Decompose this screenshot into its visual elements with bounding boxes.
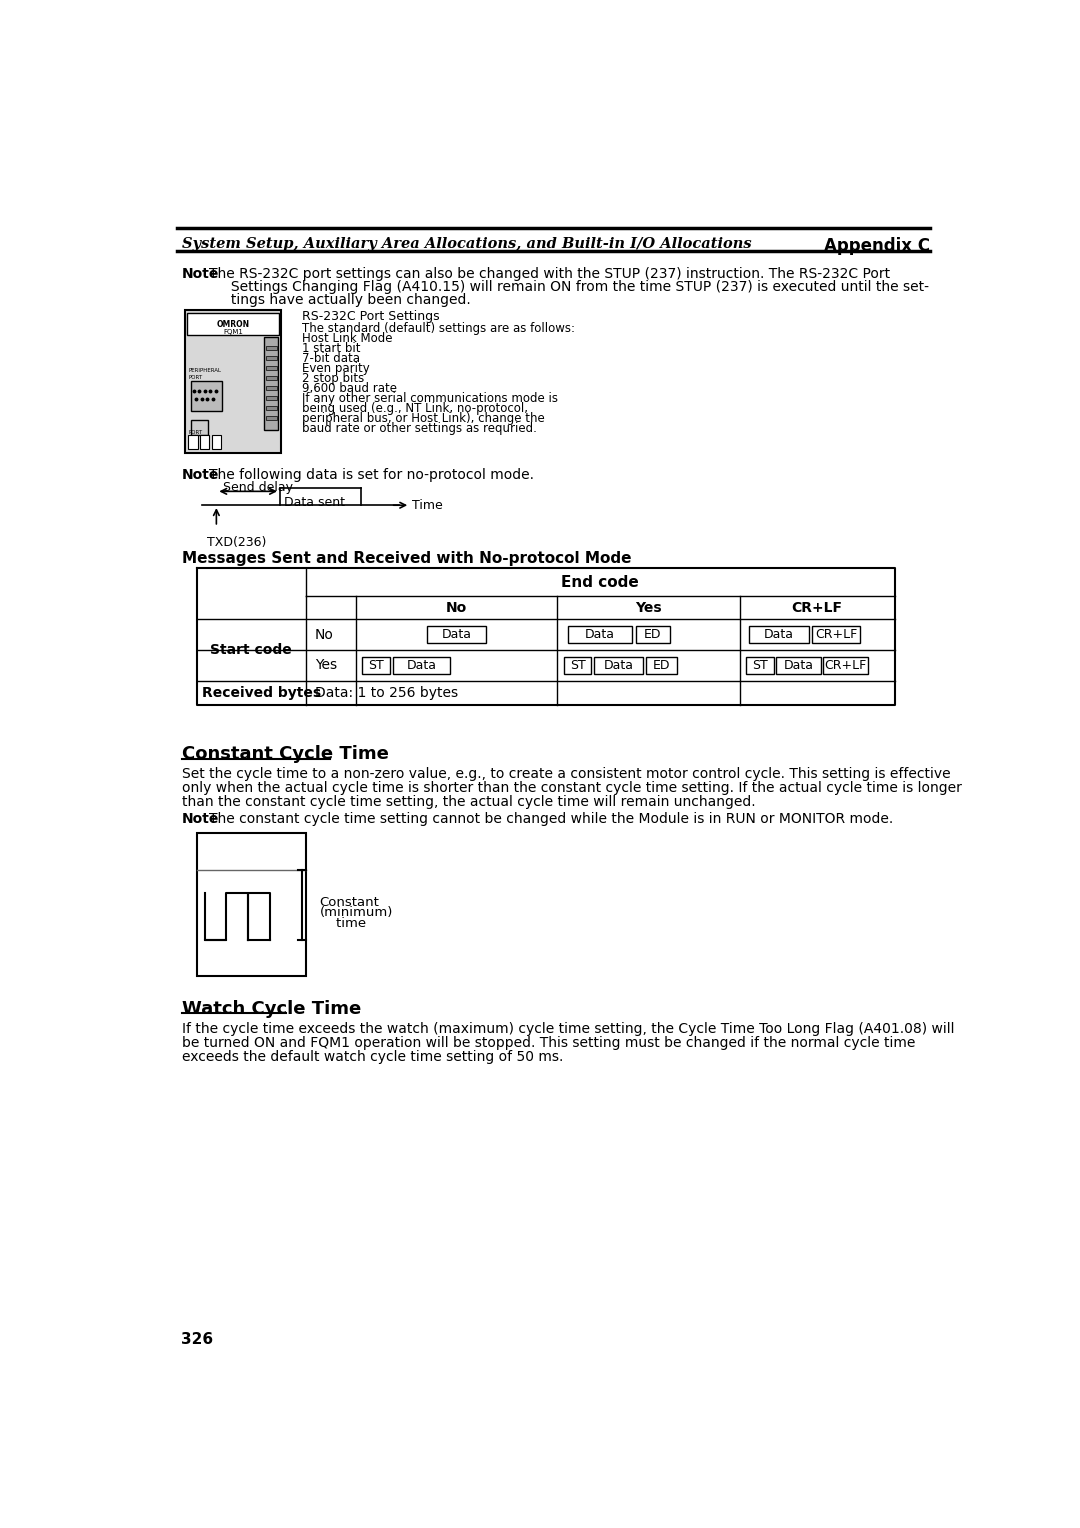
Bar bbox=[362, 657, 390, 674]
Text: If any other serial communications mode is: If any other serial communications mode … bbox=[301, 393, 557, 405]
Text: Received bytes: Received bytes bbox=[202, 686, 321, 700]
Text: Start code: Start code bbox=[211, 643, 292, 657]
Bar bbox=[428, 626, 486, 643]
Text: End code: End code bbox=[562, 575, 639, 590]
Text: Data: Data bbox=[764, 628, 794, 642]
Text: time: time bbox=[320, 917, 366, 931]
Text: Data: Data bbox=[585, 628, 615, 642]
Text: PORT: PORT bbox=[189, 374, 203, 380]
Bar bbox=[812, 626, 861, 643]
Bar bbox=[393, 657, 450, 674]
Text: TXD(236): TXD(236) bbox=[207, 536, 267, 549]
Text: Yes: Yes bbox=[314, 659, 337, 672]
Text: being used (e.g., NT Link, no-protocol,: being used (e.g., NT Link, no-protocol, bbox=[301, 402, 528, 416]
Text: Constant Cycle Time: Constant Cycle Time bbox=[181, 746, 389, 764]
Bar bbox=[265, 338, 279, 429]
Bar bbox=[594, 657, 644, 674]
Text: 9,600 baud rate: 9,600 baud rate bbox=[301, 382, 396, 396]
Bar bbox=[266, 406, 276, 410]
Bar bbox=[266, 396, 276, 400]
Text: baud rate or other settings as requried.: baud rate or other settings as requried. bbox=[301, 422, 537, 435]
Text: Note: Note bbox=[181, 468, 219, 483]
Text: Time: Time bbox=[413, 498, 443, 512]
Bar bbox=[748, 626, 809, 643]
Text: No: No bbox=[314, 628, 334, 642]
Text: ED: ED bbox=[652, 659, 670, 672]
Text: Note: Note bbox=[181, 266, 219, 281]
Bar bbox=[646, 657, 677, 674]
Text: No: No bbox=[446, 601, 468, 614]
Text: PORT: PORT bbox=[189, 429, 203, 435]
Bar bbox=[191, 420, 207, 435]
Text: ST: ST bbox=[752, 659, 768, 672]
Bar bbox=[189, 435, 198, 449]
Text: Data sent: Data sent bbox=[284, 497, 345, 509]
Text: FQM1: FQM1 bbox=[224, 329, 243, 335]
Text: 326: 326 bbox=[181, 1332, 214, 1348]
Text: Messages Sent and Received with No-protocol Mode: Messages Sent and Received with No-proto… bbox=[181, 552, 631, 567]
Text: RS-232C Port Settings: RS-232C Port Settings bbox=[301, 310, 440, 324]
Text: CR+LF: CR+LF bbox=[792, 601, 842, 614]
Text: than the constant cycle time setting, the actual cycle time will remain unchange: than the constant cycle time setting, th… bbox=[181, 795, 755, 808]
Bar bbox=[266, 376, 276, 380]
Bar bbox=[823, 657, 868, 674]
Text: 2 stop bits: 2 stop bits bbox=[301, 371, 364, 385]
Text: If the cycle time exceeds the watch (maximum) cycle time setting, the Cycle Time: If the cycle time exceeds the watch (max… bbox=[181, 1022, 954, 1036]
Text: Host Link Mode: Host Link Mode bbox=[301, 332, 392, 345]
Text: The following data is set for no-protocol mode.: The following data is set for no-protoco… bbox=[208, 468, 534, 483]
Text: ED: ED bbox=[644, 628, 661, 642]
Text: PERIPHERAL: PERIPHERAL bbox=[189, 368, 221, 373]
Text: Yes: Yes bbox=[635, 601, 662, 614]
Text: Note: Note bbox=[181, 811, 219, 825]
Text: 7-bit data: 7-bit data bbox=[301, 351, 360, 365]
Bar bbox=[266, 416, 276, 420]
Text: CR+LF: CR+LF bbox=[815, 628, 858, 642]
Text: Data: Data bbox=[604, 659, 634, 672]
Bar bbox=[266, 365, 276, 370]
Text: tings have actually been changed.: tings have actually been changed. bbox=[208, 293, 471, 307]
Bar bbox=[775, 657, 821, 674]
Text: Data: Data bbox=[442, 628, 472, 642]
Text: ST: ST bbox=[368, 659, 383, 672]
Bar bbox=[212, 435, 221, 449]
Text: Watch Cycle Time: Watch Cycle Time bbox=[181, 1001, 361, 1018]
Bar bbox=[568, 626, 632, 643]
Text: CR+LF: CR+LF bbox=[824, 659, 867, 672]
Bar bbox=[266, 356, 276, 359]
Bar bbox=[185, 310, 282, 452]
Text: Data: Data bbox=[407, 659, 436, 672]
Text: be turned ON and FQM1 operation will be stopped. This setting must be changed if: be turned ON and FQM1 operation will be … bbox=[181, 1036, 915, 1050]
Text: Data: Data bbox=[783, 659, 813, 672]
Bar bbox=[745, 657, 773, 674]
Text: 1 start bit: 1 start bit bbox=[301, 342, 360, 354]
Text: Send delay: Send delay bbox=[222, 481, 293, 494]
Bar bbox=[197, 833, 306, 976]
Text: The standard (default) settings are as follows:: The standard (default) settings are as f… bbox=[301, 322, 575, 335]
Text: peripheral bus, or Host Link), change the: peripheral bus, or Host Link), change th… bbox=[301, 413, 544, 425]
Text: ST: ST bbox=[569, 659, 585, 672]
Text: Set the cycle time to a non-zero value, e.g., to create a consistent motor contr: Set the cycle time to a non-zero value, … bbox=[181, 767, 950, 781]
Bar bbox=[200, 435, 210, 449]
Text: The RS-232C port settings can also be changed with the STUP (237) instruction. T: The RS-232C port settings can also be ch… bbox=[208, 266, 890, 281]
Text: System Setup, Auxiliary Area Allocations, and Built-in I/O Allocations: System Setup, Auxiliary Area Allocations… bbox=[181, 237, 751, 251]
Text: OMRON: OMRON bbox=[216, 319, 249, 329]
Text: Even parity: Even parity bbox=[301, 362, 369, 374]
Bar bbox=[266, 345, 276, 350]
Bar bbox=[636, 626, 670, 643]
Bar bbox=[266, 387, 276, 390]
Bar bbox=[191, 382, 221, 411]
Text: exceeds the default watch cycle time setting of 50 ms.: exceeds the default watch cycle time set… bbox=[181, 1050, 563, 1063]
Text: Data: 1 to 256 bytes: Data: 1 to 256 bytes bbox=[314, 686, 458, 700]
Text: (minimum): (minimum) bbox=[320, 906, 393, 920]
Text: Appendix C: Appendix C bbox=[824, 237, 930, 255]
Bar bbox=[187, 313, 279, 335]
Text: The constant cycle time setting cannot be changed while the Module is in RUN or : The constant cycle time setting cannot b… bbox=[208, 811, 893, 825]
Text: only when the actual cycle time is shorter than the constant cycle time setting.: only when the actual cycle time is short… bbox=[181, 781, 961, 795]
Bar bbox=[564, 657, 592, 674]
Text: Settings Changing Flag (A410.15) will remain ON from the time STUP (237) is exec: Settings Changing Flag (A410.15) will re… bbox=[208, 280, 929, 293]
Text: Constant: Constant bbox=[320, 895, 379, 909]
